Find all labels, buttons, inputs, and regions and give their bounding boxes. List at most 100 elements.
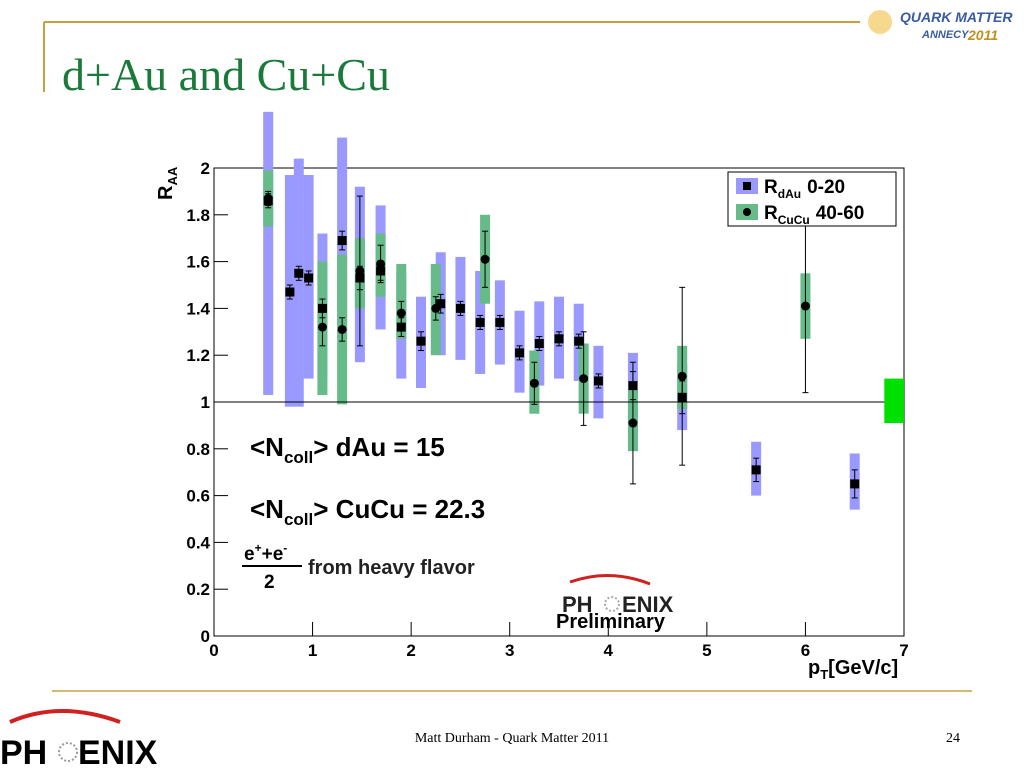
- legend-main: R: [764, 177, 778, 198]
- point: [304, 273, 314, 283]
- legend-marker: [743, 182, 751, 190]
- logo-text: ANNECY: [921, 29, 970, 41]
- logo-status: Preliminary: [556, 611, 666, 633]
- point: [529, 378, 539, 388]
- point: [574, 336, 584, 346]
- ann-text: > dAu = 15: [313, 432, 445, 462]
- logo-text: QUARK MATTER: [900, 9, 1013, 25]
- point: [355, 266, 365, 276]
- conference-logo: QUARK MATTER ANNECY 2011: [868, 9, 1013, 43]
- point: [317, 322, 327, 332]
- x-tick-label: 0: [209, 641, 218, 660]
- point: [515, 348, 525, 358]
- y-tick-label: 0.6: [186, 487, 210, 506]
- label-sub: AA: [165, 166, 180, 185]
- logo-arc: [569, 574, 651, 586]
- annotation: <Ncoll> CuCu = 22.3: [250, 494, 485, 529]
- point: [285, 287, 295, 297]
- point: [800, 301, 810, 311]
- logo-text: PH: [562, 592, 593, 617]
- sys-box: [263, 111, 274, 395]
- y-tick-label: 2: [201, 159, 210, 178]
- ann-text: <N: [250, 432, 284, 462]
- legend-range: 0-20: [807, 177, 845, 198]
- label-unit: [GeV/c]: [828, 657, 898, 679]
- point: [751, 465, 761, 475]
- phenix-logo: PH ENIX Preliminary: [556, 574, 674, 633]
- logo-star: [58, 742, 78, 762]
- formula-text: from heavy flavor: [308, 557, 475, 579]
- logo-year: 2011: [967, 27, 998, 43]
- legend-sub: dAu: [778, 187, 801, 201]
- denominator: 2: [264, 572, 275, 593]
- ann-text: > CuCu = 22.3: [313, 494, 485, 524]
- x-axis-label: pT[GeV/c]: [808, 657, 898, 682]
- logo-sun: [868, 10, 892, 34]
- label-main: p: [808, 657, 820, 679]
- point: [436, 299, 446, 309]
- logo-text: ENIX: [78, 734, 158, 768]
- logo-arc: [9, 709, 121, 724]
- point: [431, 303, 441, 313]
- point: [376, 259, 386, 269]
- y-tick-label: 0: [201, 627, 210, 646]
- x-tick-label: 1: [308, 641, 317, 660]
- f-sup: +: [255, 541, 262, 555]
- y-tick-label: 0.8: [186, 440, 210, 459]
- annotation: <Ncoll> dAu = 15: [250, 432, 445, 467]
- page-number: 24: [946, 731, 960, 746]
- point: [396, 322, 406, 332]
- label-sub: T: [820, 667, 828, 682]
- point: [628, 418, 638, 428]
- point: [554, 334, 564, 344]
- logo-text: PH: [0, 734, 47, 768]
- point: [337, 324, 347, 334]
- x-tick-label: 4: [604, 641, 614, 660]
- point: [534, 339, 544, 348]
- x-tick-label: 6: [801, 641, 810, 660]
- legend-entry: RCuCu 40-60: [764, 203, 864, 227]
- slide-title: d+Au and Cu+Cu: [62, 49, 390, 100]
- ann-sub: coll: [284, 510, 313, 529]
- x-tick-label: 5: [702, 641, 711, 660]
- y-tick-label: 1.8: [186, 206, 210, 225]
- y-tick-label: 0.4: [186, 533, 210, 552]
- y-tick-label: 0.2: [186, 580, 210, 599]
- point: [480, 254, 490, 264]
- legend-marker: [743, 208, 751, 216]
- global-uncertainty: [884, 378, 904, 424]
- corner-logo: PH ENIX: [0, 709, 158, 768]
- point: [495, 317, 505, 327]
- y-tick-label: 1: [201, 393, 210, 412]
- legend-main: R: [764, 203, 778, 224]
- logo-star: [604, 596, 620, 612]
- sys-box: [293, 158, 304, 407]
- point: [455, 303, 465, 313]
- numerator: e++e-: [244, 541, 287, 565]
- y-tick-label: 1.2: [186, 346, 210, 365]
- f-sup: -: [283, 541, 287, 555]
- point: [850, 479, 860, 489]
- legend-range: 40-60: [816, 203, 865, 224]
- point: [396, 308, 406, 318]
- point: [263, 193, 273, 203]
- logo-text: ENIX: [622, 592, 674, 617]
- point: [475, 317, 485, 327]
- point: [593, 376, 603, 386]
- point: [677, 371, 687, 381]
- x-tick-label: 7: [899, 641, 908, 660]
- footer: Matt Durham - Quark Matter 2011: [415, 731, 609, 746]
- point: [337, 236, 347, 246]
- x-tick-label: 3: [505, 641, 514, 660]
- point: [416, 336, 426, 346]
- point: [294, 268, 304, 278]
- x-tick-label: 2: [406, 641, 415, 660]
- point: [579, 374, 589, 384]
- f-text: +e: [262, 544, 284, 565]
- y-tick-label: 1.6: [186, 253, 210, 272]
- y-tick-label: 1.4: [186, 299, 210, 318]
- ann-text: <N: [250, 494, 284, 524]
- f-text: e: [244, 544, 255, 565]
- legend-sub: CuCu: [778, 213, 810, 227]
